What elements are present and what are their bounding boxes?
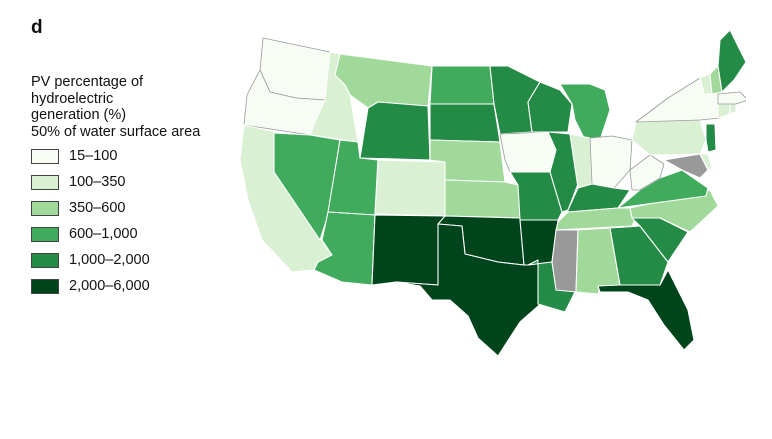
- state-north-carolina: [629, 189, 719, 233]
- legend-swatch: [31, 174, 59, 190]
- state-wyoming: [359, 101, 431, 161]
- state-connecticut: [717, 103, 731, 119]
- state-texas: [395, 223, 546, 357]
- state-north-dakota: [429, 65, 495, 105]
- legend-title-line: 50% of water surface area: [31, 123, 201, 140]
- legend-item: 15–100: [31, 143, 241, 169]
- state-rhode-island: [729, 103, 737, 115]
- legend-label: 350–600: [69, 200, 126, 216]
- state-new-mexico: [371, 214, 446, 286]
- legend-label: 100–350: [69, 174, 126, 190]
- panel-label: d: [31, 17, 43, 38]
- state-massachusetts: [717, 91, 746, 105]
- legend-item: 100–350: [31, 169, 241, 195]
- state-maine: [717, 29, 746, 93]
- state-georgia: [609, 225, 669, 286]
- legend-item: 350–600: [31, 195, 241, 221]
- state-delaware: [699, 153, 713, 171]
- legend-swatch: [31, 252, 59, 268]
- legend-title-line: generation (%): [31, 107, 127, 123]
- state-kentucky: [567, 183, 631, 213]
- state-florida: [597, 269, 695, 351]
- state-washington: [259, 37, 331, 101]
- legend-title-line: PV percentage of: [31, 74, 144, 90]
- legend-item: 1,000–2,000: [31, 247, 241, 273]
- state-iowa: [499, 131, 557, 173]
- state-wisconsin: [527, 81, 573, 133]
- state-new-jersey: [705, 123, 717, 153]
- legend-label: 15–100: [69, 148, 118, 164]
- state-mississippi: [551, 229, 579, 293]
- state-maryland: [663, 153, 709, 179]
- legend-label: 1,000–2,000: [69, 252, 150, 268]
- legend-swatch: [31, 200, 59, 216]
- legend-item: 2,000–6,000: [31, 273, 241, 299]
- legend-label: 2,000–6,000: [69, 278, 150, 294]
- legend-swatch: [31, 148, 59, 164]
- legend-label: 600–1,000: [69, 226, 138, 242]
- state-pennsylvania: [631, 119, 707, 156]
- state-south-dakota: [429, 103, 501, 143]
- us-choropleth-map: [239, 29, 746, 357]
- legend-title: PV percentage of hydroelectric generatio…: [31, 74, 241, 140]
- legend-title-line: hydroelectric: [31, 90, 114, 107]
- state-colorado: [374, 159, 446, 217]
- legend-swatch: [31, 278, 59, 294]
- legend: PV percentage of hydroelectric generatio…: [31, 74, 241, 299]
- legend-item: 600–1,000: [31, 221, 241, 247]
- legend-swatch: [31, 226, 59, 242]
- state-ohio: [589, 135, 633, 189]
- state-kansas: [444, 179, 521, 219]
